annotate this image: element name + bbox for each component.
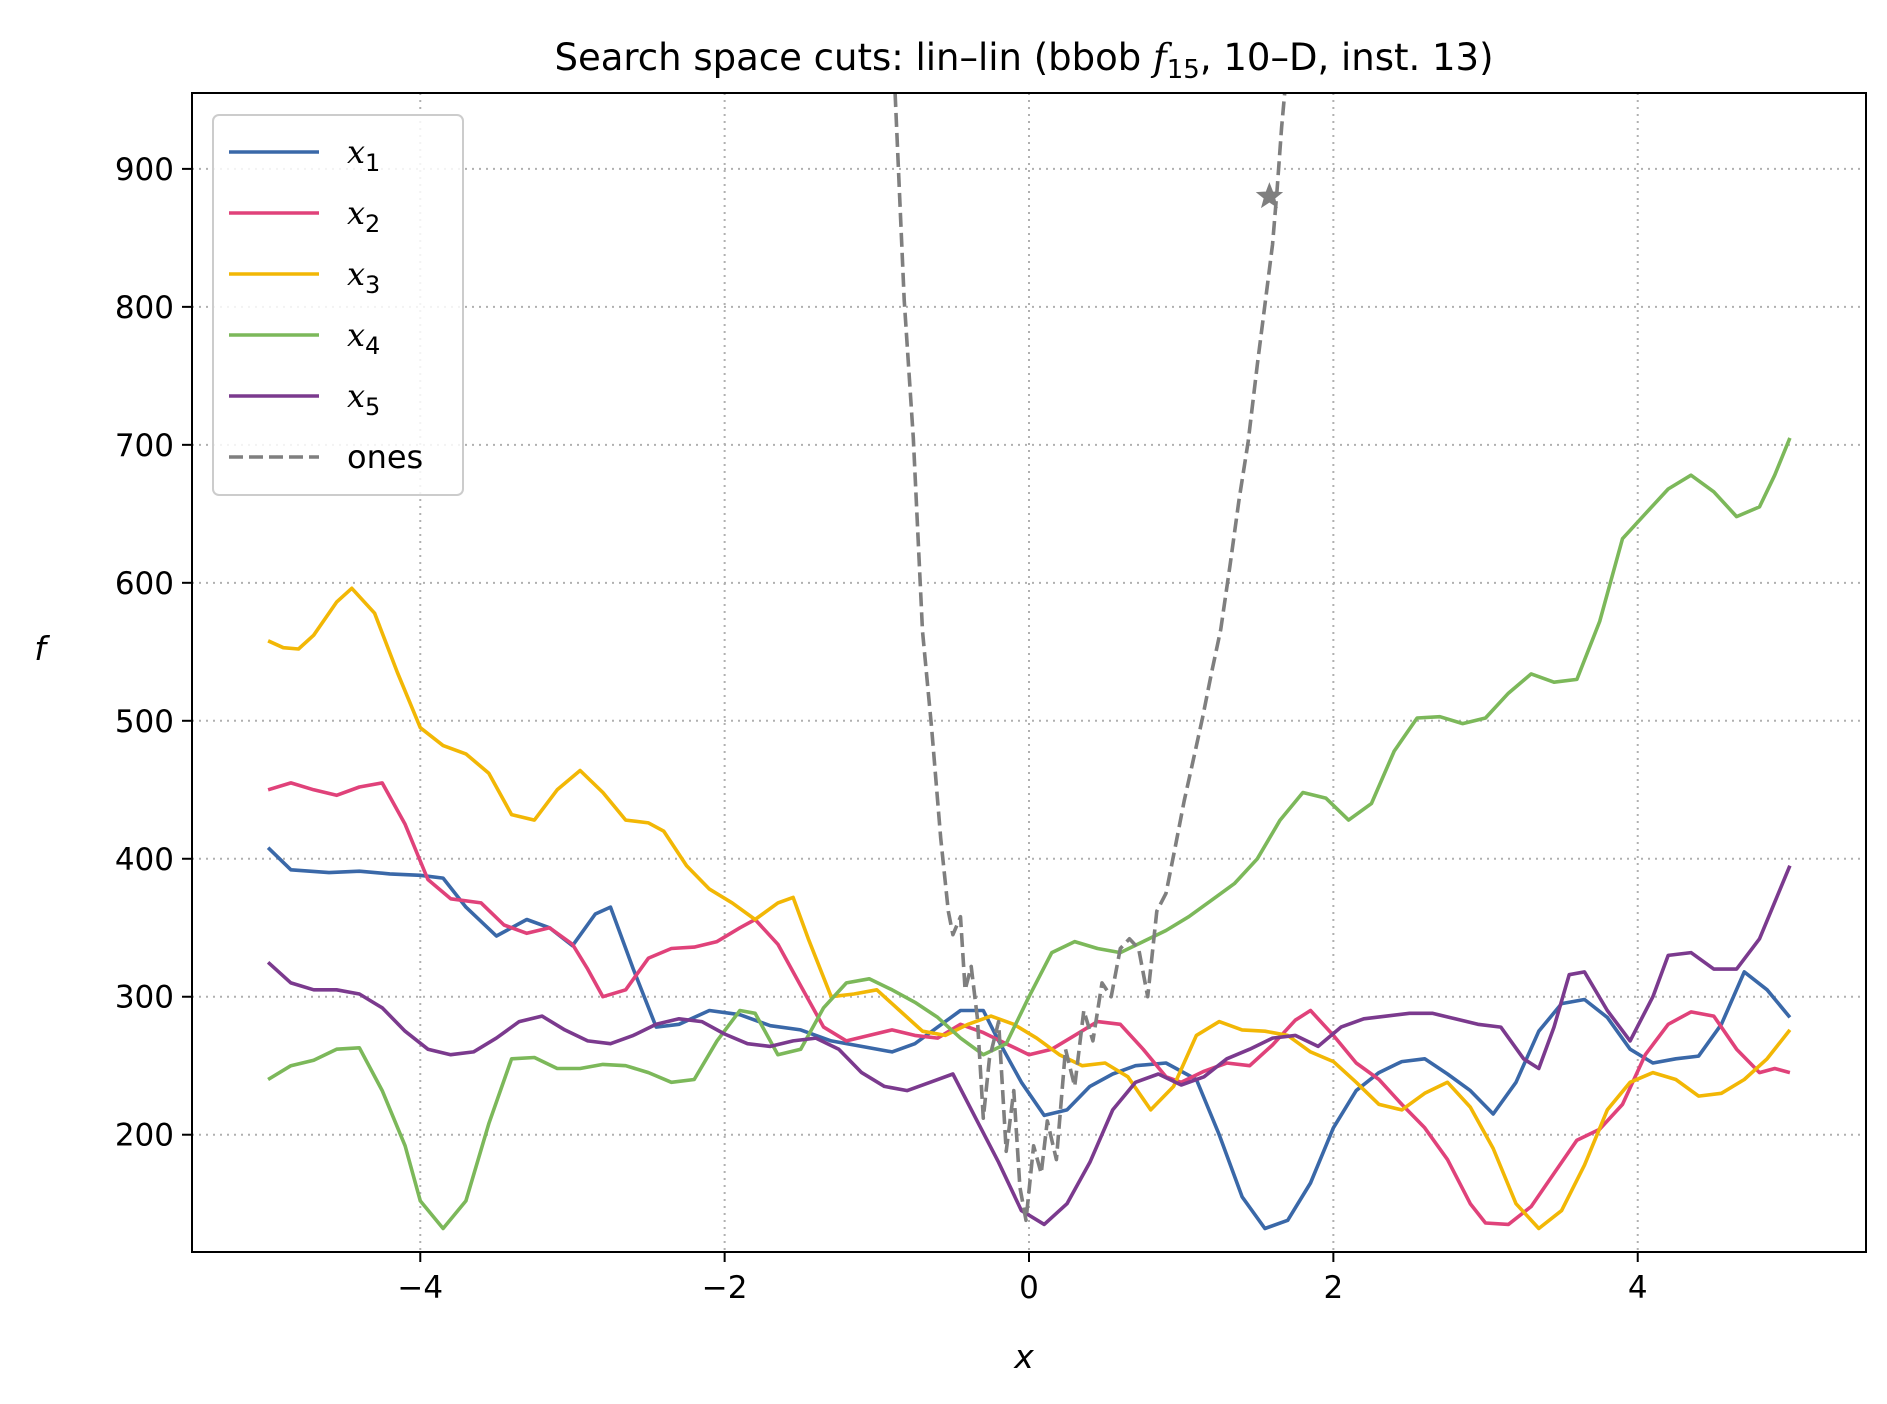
y-tick-label: 300 xyxy=(115,980,174,1016)
x-tick-label: 4 xyxy=(1628,1270,1648,1306)
optimum-star-marker xyxy=(1255,182,1284,209)
plot-series xyxy=(266,93,1792,1231)
y-tick-label: 500 xyxy=(115,704,174,740)
legend: x1 x2 x3 x4 x5 ones xyxy=(212,114,464,496)
x-axis-label: x xyxy=(1013,1337,1034,1376)
y-tick-label: 800 xyxy=(115,290,174,326)
x-tick-label: −4 xyxy=(397,1270,443,1306)
ticks: −4 −2 0 2 4 200 300 400 500 600 700 800 900 xyxy=(115,152,1648,1306)
chart-title: Search space cuts: lin–lin (bbob f15, 10… xyxy=(554,36,1493,85)
legend-label-x5: x5 xyxy=(347,377,380,421)
y-tick-label: 600 xyxy=(115,566,174,602)
legend-label-x4: x4 xyxy=(347,316,380,360)
legend-label-ones: ones xyxy=(347,438,423,476)
y-tick-label: 900 xyxy=(115,152,174,188)
series-line-x2 xyxy=(267,781,1791,1227)
x-tick-label: 2 xyxy=(1323,1270,1343,1306)
legend-label-x3: x3 xyxy=(347,255,380,299)
legend-label-x1: x1 xyxy=(347,133,380,177)
x-tick-label: −2 xyxy=(702,1270,748,1306)
legend-label-x2: x2 xyxy=(347,194,380,238)
series-line-x3 xyxy=(267,586,1792,1231)
y-tick-label: 700 xyxy=(115,428,174,464)
series-line-x5 xyxy=(266,865,1792,1227)
legend-box xyxy=(212,114,464,496)
x-tick-label: 0 xyxy=(1019,1270,1039,1306)
y-tick-label: 200 xyxy=(115,1118,174,1154)
y-tick-label: 400 xyxy=(115,842,174,878)
series-line-x4 xyxy=(267,437,1792,1231)
